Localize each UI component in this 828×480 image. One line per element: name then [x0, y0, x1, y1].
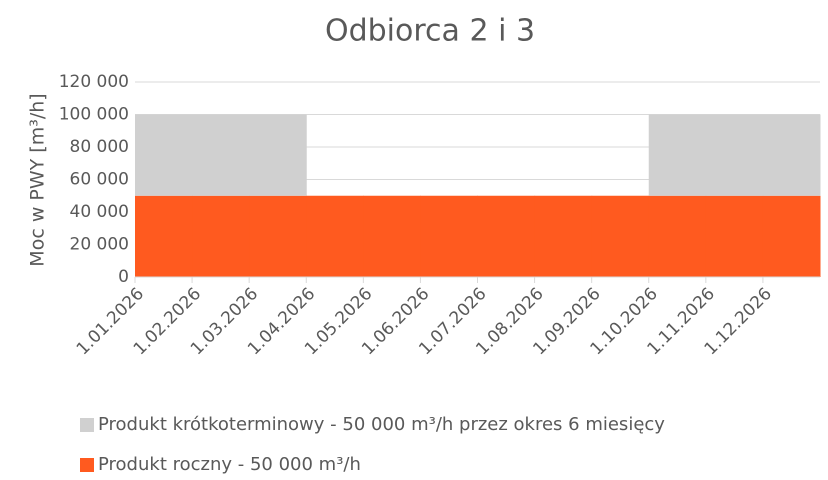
area-segment [705, 114, 764, 196]
y-tick-label: 60 000 [70, 170, 129, 190]
legend-label: Produkt roczny - 50 000 m³/h [98, 454, 361, 475]
y-tick-label: 80 000 [70, 137, 129, 157]
area-segment [249, 195, 307, 277]
y-axis-label: Moc w PWY [m³/h] [27, 93, 49, 266]
legend-swatch [80, 458, 94, 472]
area-segment [420, 195, 478, 277]
area-segment [705, 195, 764, 277]
y-tick-label: 20 000 [70, 235, 129, 255]
area-segment [249, 114, 307, 196]
area-segment [306, 195, 364, 277]
area-segment [762, 195, 821, 277]
area-segment [192, 195, 250, 277]
area-segment [648, 195, 707, 277]
y-tick-label: 40 000 [70, 202, 129, 222]
area-segment [192, 114, 250, 196]
area-segment [363, 195, 421, 277]
area-segment [591, 195, 650, 277]
legend-swatch [80, 418, 94, 432]
area-segment [135, 195, 193, 277]
area-segment [648, 114, 707, 196]
y-tick-label: 120 000 [59, 72, 129, 92]
legend-label: Produkt krótkoterminowy - 50 000 m³/h pr… [98, 414, 665, 435]
chart-title: Odbiorca 2 i 3 [325, 14, 535, 49]
y-tick-label: 0 [118, 267, 129, 287]
area-segment [477, 195, 536, 277]
area-segment [534, 195, 593, 277]
area-segment [135, 114, 193, 196]
y-tick-label: 100 000 [59, 105, 129, 125]
area-segment [762, 114, 821, 196]
